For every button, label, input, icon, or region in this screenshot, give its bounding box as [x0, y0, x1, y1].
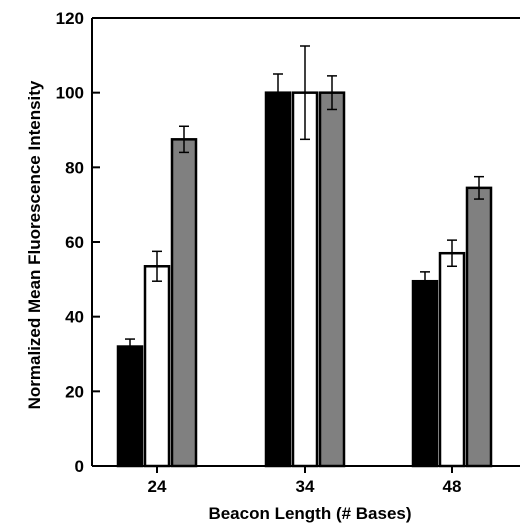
bar-24-series-3: [170, 138, 198, 468]
bar-24-series-2: [143, 265, 171, 468]
x-tick-label-48: 48: [443, 477, 462, 496]
y-tick-label-60: 60: [65, 233, 84, 252]
y-tick-label-100: 100: [56, 84, 84, 103]
y-tick-label-40: 40: [65, 308, 84, 327]
bar-34-series-2: [291, 91, 319, 468]
y-tick-label-80: 80: [65, 158, 84, 177]
bar-48-series-2: [438, 251, 466, 468]
x-tick-label-24: 24: [148, 477, 167, 496]
x-tick-label-34: 34: [296, 477, 315, 496]
y-axis-title: Normalized Mean Fluorescence Intensity: [25, 80, 44, 409]
bar-24-series-1: [116, 345, 144, 468]
bar-34-series-1: [264, 91, 292, 468]
bar-48-series-1: [411, 279, 439, 468]
y-tick-label-0: 0: [75, 457, 84, 476]
bar-48-series-3: [465, 186, 493, 468]
x-axis-title: Beacon Length (# Bases): [208, 504, 411, 523]
bar-34-series-3: [318, 91, 346, 468]
y-tick-label-120: 120: [56, 9, 84, 28]
chart-ticks: 0 20 40 60 80 100 120 24 34 48: [56, 9, 462, 496]
chart-bars: [116, 45, 493, 468]
y-tick-label-20: 20: [65, 382, 84, 401]
